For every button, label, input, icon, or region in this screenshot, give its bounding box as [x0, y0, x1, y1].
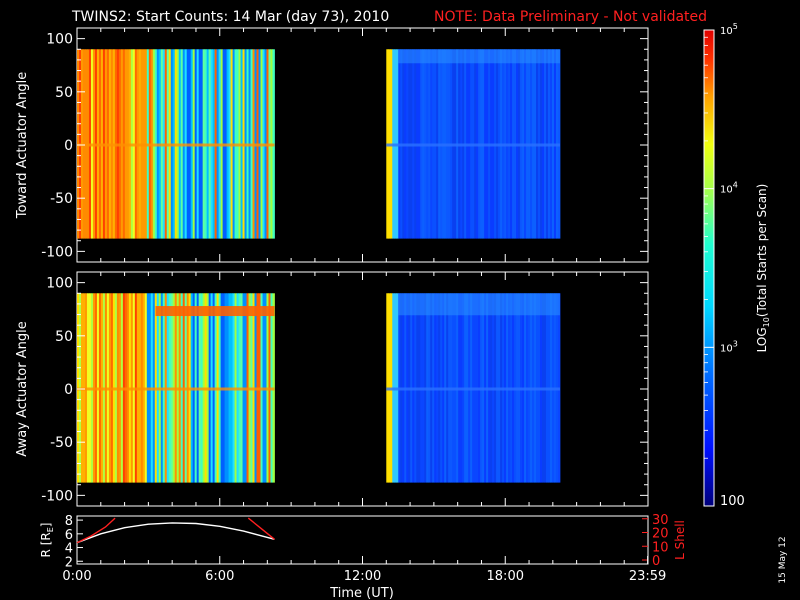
away-heatmap [77, 293, 561, 483]
orbit-right-tick-label: 30 [652, 513, 669, 528]
heatmap-zero-line [77, 143, 275, 147]
orbit-left-tick-label: 2 [65, 555, 73, 570]
colorbar-ticks: 103 104 105 [704, 22, 738, 459]
generation-date: 15 May 12 [778, 536, 788, 583]
orbit-series-line [76, 522, 275, 544]
x-axis-label: Time (UT) [329, 586, 394, 600]
away-y-axis-label: Away Actuator Angle [15, 321, 30, 456]
colorbar-tick-label: 103 [720, 339, 738, 354]
orbit-left-tick-label: 6 [65, 528, 73, 543]
orbit-right-tick-label: 0 [652, 554, 660, 569]
heatmap-zero-line [386, 143, 560, 147]
away-y-axis: 100 50 0 -50 -100 [41, 272, 649, 506]
heatmap-zero-line [386, 387, 560, 391]
y-tick-label: 50 [55, 85, 73, 101]
y-tick-label: 0 [64, 138, 73, 154]
colorbar-bottom-label: 100 [720, 494, 745, 509]
colorbar-label: LOG10(Total Starts per Scan) [755, 184, 771, 353]
toward-y-axis: 100 50 0 -50 -100 [41, 28, 649, 262]
orbit-series-line [247, 517, 275, 540]
x-tick-label: 0:00 [62, 569, 91, 584]
heatmap-band [398, 49, 560, 64]
preliminary-note: NOTE: Data Preliminary - Not validated [434, 9, 707, 25]
orbit-lines [76, 517, 275, 544]
y-tick-label: 100 [46, 32, 73, 48]
heatmap-band [398, 293, 560, 316]
y-tick-label: 100 [46, 276, 73, 292]
chart-title: TWINS2: Start Counts: 14 Mar (day 73), 2… [71, 9, 389, 25]
toward-heatmap [77, 49, 561, 239]
orbit-left-tick-label: 4 [65, 542, 73, 557]
y-tick-label: 50 [55, 329, 73, 345]
heatmap-feature [155, 306, 275, 317]
orbit-series-line [76, 517, 116, 544]
colorbar-tick-label: 104 [720, 181, 738, 196]
heatmap-zero-line [77, 387, 275, 391]
x-tick-label: 23:59 [629, 569, 666, 584]
y-tick-label: 0 [64, 382, 73, 398]
x-tick-label: 6:00 [205, 569, 234, 584]
y-tick-label: -50 [50, 435, 73, 451]
y-tick-label: -100 [41, 244, 73, 260]
orbit-right-tick-label: 10 [652, 540, 669, 555]
orbit-left-tick-label: 8 [65, 514, 73, 529]
x-tick-label: 18:00 [487, 569, 524, 584]
orbit-left-axis-label: R [RE] [39, 523, 55, 558]
colorbar [703, 29, 715, 507]
x-tick-label: 12:00 [344, 569, 381, 584]
toward-y-axis-label: Toward Actuator Angle [15, 72, 30, 219]
colorbar-tick-label: 105 [720, 22, 738, 37]
orbit-right-axis-label: L Shell [673, 520, 687, 560]
orbit-right-tick-label: 20 [652, 527, 669, 542]
y-tick-label: -100 [41, 488, 73, 504]
y-tick-label: -50 [50, 191, 73, 207]
